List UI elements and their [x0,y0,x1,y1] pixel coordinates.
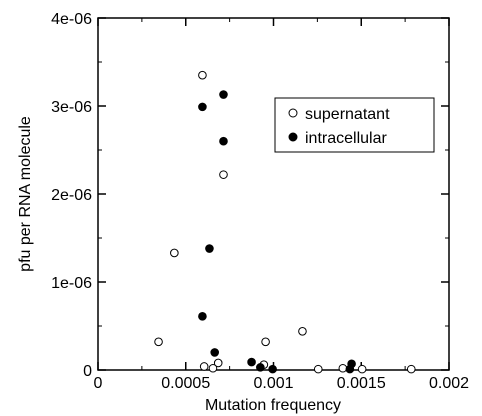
y-tick-label: 4e-06 [51,11,92,28]
point-intracellular [198,102,207,112]
point-supernatant [357,364,367,374]
x-tick-label: 0.0015 [337,375,386,392]
point-intracellular [345,364,355,374]
legend-label-intracellular: intracellular [305,130,387,147]
legend-marker-supernatant [288,108,298,118]
plot-frame [97,17,450,371]
point-supernatant [199,362,209,371]
point-supernatant [313,364,323,374]
point-supernatant [208,363,218,373]
y-axis: 0 1e-06 2e-06 3e-06 4e-06 [51,11,449,380]
y-tick-label: 0 [83,363,92,380]
point-intracellular [247,357,256,367]
point-intracellular [268,364,277,374]
y-axis-label: pfu per RNA molecule [17,116,34,272]
point-intracellular [198,312,207,321]
y-tick-label: 2e-06 [51,187,92,204]
data-points [154,70,416,374]
x-tick-label: 0.002 [429,375,469,392]
point-intracellular [205,244,214,253]
point-supernatant [198,70,207,80]
point-intracellular [219,90,228,99]
legend: supernatant intracellular [274,97,435,153]
legend-label-supernatant: supernatant [305,106,390,123]
x-tick-label: 0 [94,375,103,392]
point-supernatant [261,337,270,347]
point-intracellular [256,363,265,372]
point-supernatant [338,363,348,373]
point-supernatant [406,364,416,374]
x-axis: 0 0.0005 0.001 0.0015 0.002 [94,18,469,392]
point-intracellular [219,136,228,146]
point-supernatant [170,248,179,258]
point-supernatant [298,326,307,336]
point-supernatant [219,170,228,179]
point-intracellular [210,348,220,357]
x-tick-label: 0.001 [253,375,293,392]
point-supernatant [154,337,163,347]
y-tick-label: 1e-06 [51,275,92,292]
x-axis-label: Mutation frequency [205,397,341,414]
point-supernatant [213,358,223,368]
legend-marker-intracellular [288,132,298,142]
y-tick-label: 3e-06 [51,99,92,116]
x-tick-label: 0.0005 [161,375,210,392]
legend-box [274,97,435,153]
